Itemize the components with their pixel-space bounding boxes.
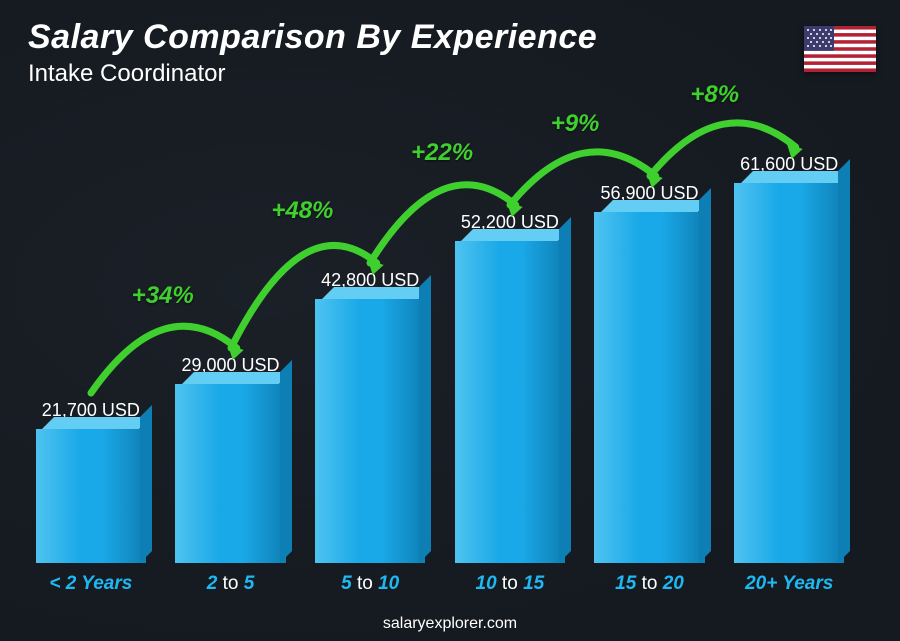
bar-side-face [838,159,850,563]
category-label: 5 to 10 [341,573,399,595]
chart-title: Salary Comparison By Experience [28,18,597,57]
bar [726,183,852,563]
bar-side-face [699,188,711,563]
bar-side-face [559,217,571,563]
increase-pct-label: +48% [271,197,333,225]
increase-pct-label: +9% [551,110,600,138]
bar-top-face [741,171,850,183]
bar-top-face [42,417,151,429]
bar-chart: 21,700 USD< 2 Years29,000 USD2 to 542,80… [28,125,852,595]
bar-front [734,183,845,563]
chart-subtitle: Intake Coordinator [28,60,225,88]
bar-side-face [280,360,292,563]
bar-top-face [182,372,291,384]
flag-icon [804,26,876,72]
bar-column: 29,000 USD2 to 5 [168,355,294,595]
category-label: < 2 Years [49,573,132,595]
bar-column: 52,200 USD10 to 15 [447,212,573,595]
category-label: 2 to 5 [207,573,255,595]
category-label: 15 to 20 [615,573,684,595]
bar-column: 56,900 USD15 to 20 [587,183,713,595]
bar-column: 61,600 USD20+ Years [726,154,852,595]
footer-attribution: salaryexplorer.com [0,615,900,633]
category-label: 20+ Years [745,573,833,595]
bar-front [455,241,566,563]
bar-front [175,384,286,563]
bar-front [594,212,705,563]
bar [28,429,154,563]
category-label: 10 to 15 [476,573,545,595]
bar-top-face [322,287,431,299]
bar-front [315,299,426,563]
bar-side-face [419,275,431,563]
infographic-stage: Salary Comparison By Experience Intake C… [0,0,900,641]
bar [447,241,573,563]
bar-column: 21,700 USD< 2 Years [28,400,154,595]
bar-side-face [140,405,152,563]
bar-top-face [461,229,570,241]
bar [307,299,433,563]
increase-pct-label: +8% [690,81,739,109]
bar-top-face [601,200,710,212]
bar [168,384,294,563]
increase-pct-label: +22% [411,139,473,167]
bar-column: 42,800 USD5 to 10 [307,270,433,595]
increase-pct-label: +34% [132,282,194,310]
bar-front [36,429,147,563]
bar [587,212,713,563]
